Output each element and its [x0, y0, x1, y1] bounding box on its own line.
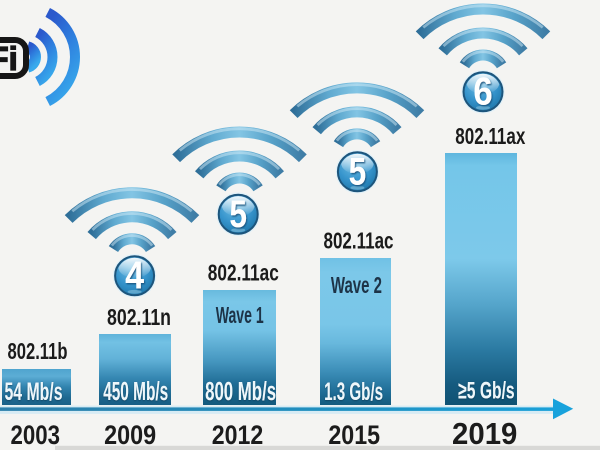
svg-text:800 Mb/s: 800 Mb/s [205, 378, 276, 406]
svg-text:Wave 1: Wave 1 [216, 302, 264, 328]
svg-text:2012: 2012 [212, 420, 264, 450]
svg-text:≥5 Gb/s: ≥5 Gb/s [458, 378, 515, 405]
svg-text:2009: 2009 [104, 420, 156, 450]
svg-text:4: 4 [125, 254, 144, 298]
svg-text:802.11ax: 802.11ax [455, 123, 525, 149]
svg-text:WiFi: WiFi [0, 40, 18, 77]
svg-text:1.3 Gb/s: 1.3 Gb/s [324, 378, 383, 406]
svg-text:5: 5 [349, 150, 367, 194]
svg-text:2019: 2019 [452, 417, 517, 450]
svg-text:450 Mb/s: 450 Mb/s [103, 378, 168, 406]
svg-text:2003: 2003 [10, 420, 60, 450]
svg-text:5: 5 [229, 192, 247, 236]
svg-text:802.11b: 802.11b [8, 338, 68, 364]
svg-text:54 Mb/s: 54 Mb/s [5, 378, 63, 406]
svg-text:2015: 2015 [328, 420, 380, 450]
svg-text:802.11n: 802.11n [107, 304, 171, 330]
svg-text:802.11ac: 802.11ac [324, 228, 394, 254]
svg-text:Wave 2: Wave 2 [331, 272, 382, 298]
svg-text:6: 6 [473, 70, 493, 114]
svg-text:802.11ac: 802.11ac [208, 260, 279, 286]
